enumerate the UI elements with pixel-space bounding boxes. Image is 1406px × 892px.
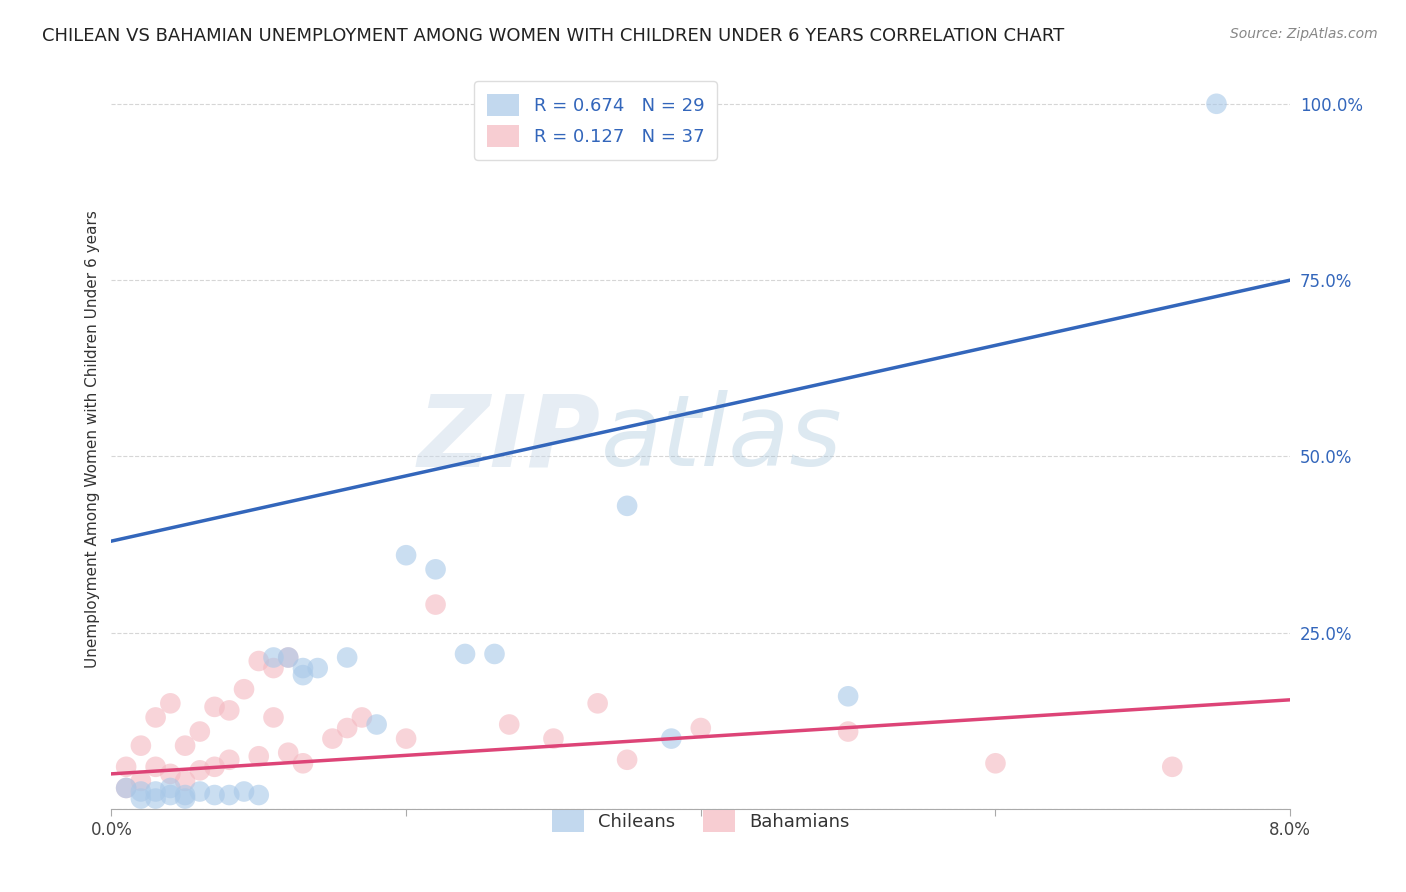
Point <box>616 753 638 767</box>
Point <box>115 760 138 774</box>
Point <box>1161 760 1184 774</box>
Point <box>1205 96 1227 111</box>
Point <box>115 780 138 795</box>
Point <box>174 788 197 802</box>
Point <box>837 690 859 704</box>
Point <box>129 739 152 753</box>
Point <box>307 661 329 675</box>
Point <box>498 717 520 731</box>
Text: Source: ZipAtlas.com: Source: ZipAtlas.com <box>1230 27 1378 41</box>
Point <box>218 753 240 767</box>
Point <box>233 682 256 697</box>
Point <box>188 764 211 778</box>
Point <box>689 721 711 735</box>
Point <box>837 724 859 739</box>
Point <box>204 760 226 774</box>
Point <box>277 650 299 665</box>
Point <box>659 731 682 746</box>
Point <box>395 548 418 562</box>
Point <box>159 788 181 802</box>
Point <box>145 760 167 774</box>
Point <box>129 773 152 788</box>
Point <box>115 780 138 795</box>
Point <box>218 703 240 717</box>
Point <box>174 773 197 788</box>
Point <box>366 717 388 731</box>
Point <box>247 788 270 802</box>
Point <box>263 650 285 665</box>
Point <box>336 721 359 735</box>
Point <box>263 661 285 675</box>
Point <box>174 791 197 805</box>
Point <box>174 739 197 753</box>
Point <box>263 710 285 724</box>
Point <box>159 767 181 781</box>
Point <box>247 654 270 668</box>
Point <box>350 710 373 724</box>
Text: atlas: atlas <box>600 391 842 487</box>
Point <box>291 668 314 682</box>
Point <box>145 710 167 724</box>
Point <box>188 724 211 739</box>
Legend: Chileans, Bahamians: Chileans, Bahamians <box>538 797 863 845</box>
Point <box>586 696 609 710</box>
Point <box>204 699 226 714</box>
Point <box>159 780 181 795</box>
Y-axis label: Unemployment Among Women with Children Under 6 years: Unemployment Among Women with Children U… <box>86 210 100 668</box>
Point <box>218 788 240 802</box>
Point <box>484 647 506 661</box>
Point <box>291 756 314 771</box>
Point <box>291 661 314 675</box>
Point <box>277 650 299 665</box>
Point <box>277 746 299 760</box>
Point <box>145 791 167 805</box>
Point <box>145 784 167 798</box>
Text: ZIP: ZIP <box>418 391 600 487</box>
Point <box>425 562 447 576</box>
Point <box>454 647 477 661</box>
Point <box>159 696 181 710</box>
Point <box>543 731 565 746</box>
Point <box>129 784 152 798</box>
Point <box>204 788 226 802</box>
Point <box>336 650 359 665</box>
Point <box>129 791 152 805</box>
Point <box>188 784 211 798</box>
Point <box>984 756 1007 771</box>
Point <box>321 731 343 746</box>
Point <box>616 499 638 513</box>
Point <box>247 749 270 764</box>
Point <box>395 731 418 746</box>
Text: CHILEAN VS BAHAMIAN UNEMPLOYMENT AMONG WOMEN WITH CHILDREN UNDER 6 YEARS CORRELA: CHILEAN VS BAHAMIAN UNEMPLOYMENT AMONG W… <box>42 27 1064 45</box>
Point <box>233 784 256 798</box>
Point <box>425 598 447 612</box>
